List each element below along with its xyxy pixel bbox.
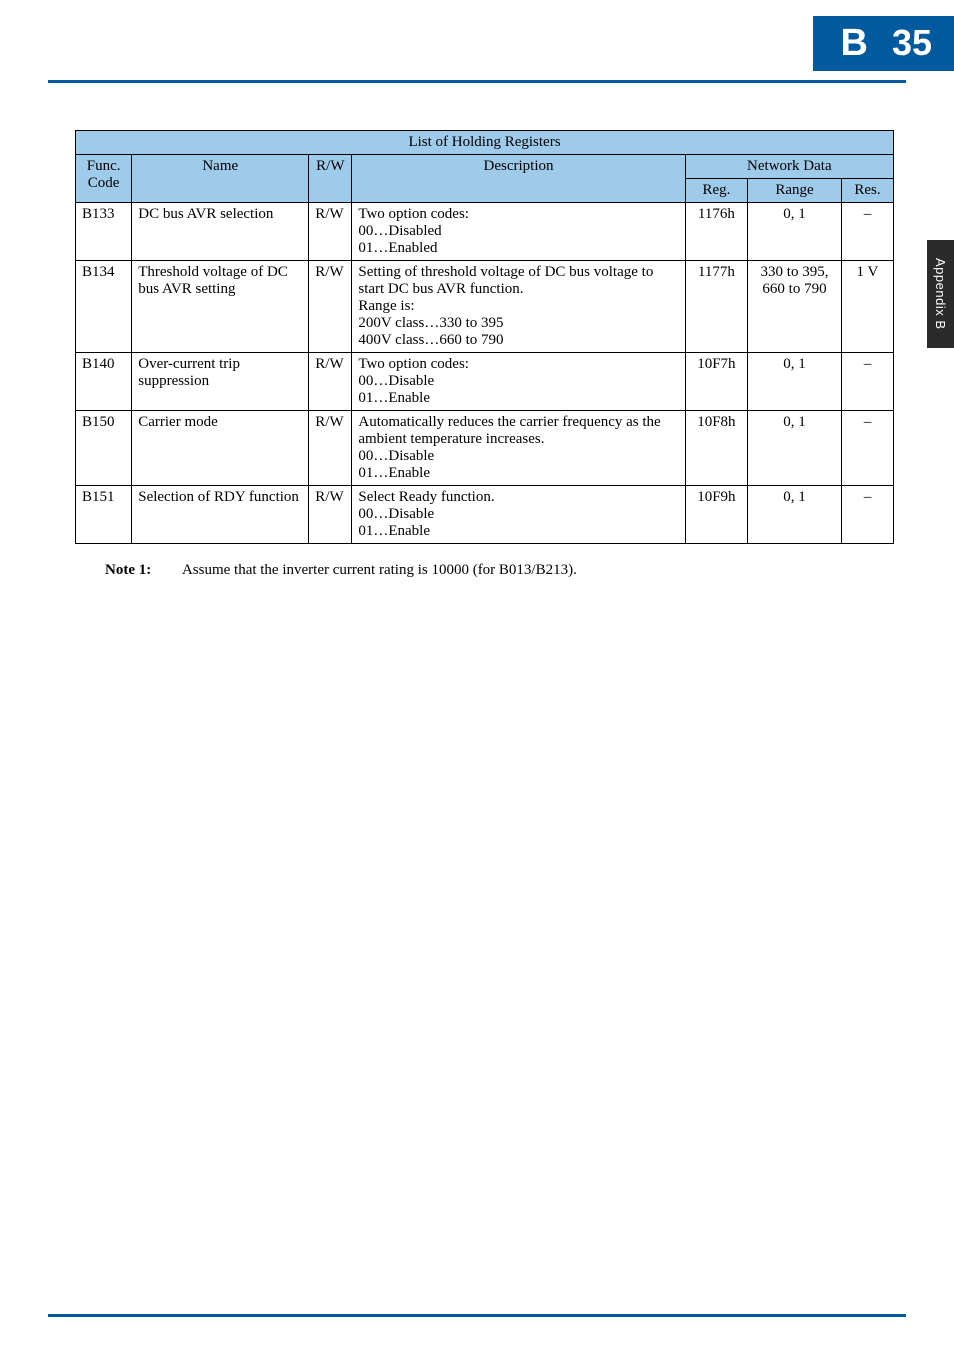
cell-func-code: B133: [76, 203, 132, 261]
cell-name: Threshold voltage of DC bus AVR setting: [132, 261, 309, 353]
th-name: Name: [132, 155, 309, 203]
page-header: B 35: [0, 0, 954, 90]
cell-res: –: [841, 486, 893, 544]
cell-rw: R/W: [309, 261, 352, 353]
cell-rw: R/W: [309, 411, 352, 486]
table-row: B133 DC bus AVR selection R/W Two option…: [76, 203, 894, 261]
th-network-data: Network Data: [685, 155, 893, 179]
table-head: List of Holding Registers Func. Code Nam…: [76, 131, 894, 203]
cell-res: –: [841, 203, 893, 261]
cell-func-code: B134: [76, 261, 132, 353]
cell-name: Carrier mode: [132, 411, 309, 486]
header-page-tab: B 35: [813, 16, 954, 71]
th-range: Range: [748, 179, 842, 203]
cell-func-code: B151: [76, 486, 132, 544]
cell-reg: 10F9h: [685, 486, 747, 544]
cell-range: 0, 1: [748, 353, 842, 411]
cell-res: –: [841, 353, 893, 411]
cell-reg: 1176h: [685, 203, 747, 261]
th-reg: Reg.: [685, 179, 747, 203]
holding-registers-table: List of Holding Registers Func. Code Nam…: [75, 130, 894, 544]
cell-description: Setting of threshold voltage of DC bus v…: [352, 261, 685, 353]
th-description: Description: [352, 155, 685, 203]
cell-func-code: B140: [76, 353, 132, 411]
cell-rw: R/W: [309, 353, 352, 411]
cell-range: 0, 1: [748, 203, 842, 261]
cell-rw: R/W: [309, 203, 352, 261]
cell-range: 0, 1: [748, 411, 842, 486]
table-row: B150 Carrier mode R/W Automatically redu…: [76, 411, 894, 486]
th-func-code: Func. Code: [76, 155, 132, 203]
table-body: B133 DC bus AVR selection R/W Two option…: [76, 203, 894, 544]
cell-range: 0, 1: [748, 486, 842, 544]
table-row: B151 Selection of RDY function R/W Selec…: [76, 486, 894, 544]
footer-rule: [48, 1314, 906, 1317]
header-section-letter: B: [841, 22, 868, 65]
table-row: B134 Threshold voltage of DC bus AVR set…: [76, 261, 894, 353]
cell-range: 330 to 395, 660 to 790: [748, 261, 842, 353]
cell-reg: 10F8h: [685, 411, 747, 486]
header-rule: [48, 80, 906, 83]
note-label: Note 1:: [105, 562, 179, 579]
note-text: Assume that the inverter current rating …: [182, 562, 577, 578]
th-rw: R/W: [309, 155, 352, 203]
table-row: B140 Over-current trip suppression R/W T…: [76, 353, 894, 411]
cell-description: Two option codes: 00…Disable 01…Enable: [352, 353, 685, 411]
cell-reg: 10F7h: [685, 353, 747, 411]
header-page-number: 35: [892, 22, 932, 64]
table-title: List of Holding Registers: [76, 131, 894, 155]
cell-description: Select Ready function. 00…Disable 01…Ena…: [352, 486, 685, 544]
cell-res: 1 V: [841, 261, 893, 353]
cell-name: DC bus AVR selection: [132, 203, 309, 261]
th-res: Res.: [841, 179, 893, 203]
note: Note 1: Assume that the inverter current…: [105, 562, 894, 579]
cell-name: Selection of RDY function: [132, 486, 309, 544]
cell-name: Over-current trip suppression: [132, 353, 309, 411]
cell-reg: 1177h: [685, 261, 747, 353]
cell-description: Automatically reduces the carrier freque…: [352, 411, 685, 486]
page-content: List of Holding Registers Func. Code Nam…: [0, 90, 954, 579]
cell-res: –: [841, 411, 893, 486]
cell-description: Two option codes: 00…Disabled 01…Enabled: [352, 203, 685, 261]
cell-func-code: B150: [76, 411, 132, 486]
cell-rw: R/W: [309, 486, 352, 544]
